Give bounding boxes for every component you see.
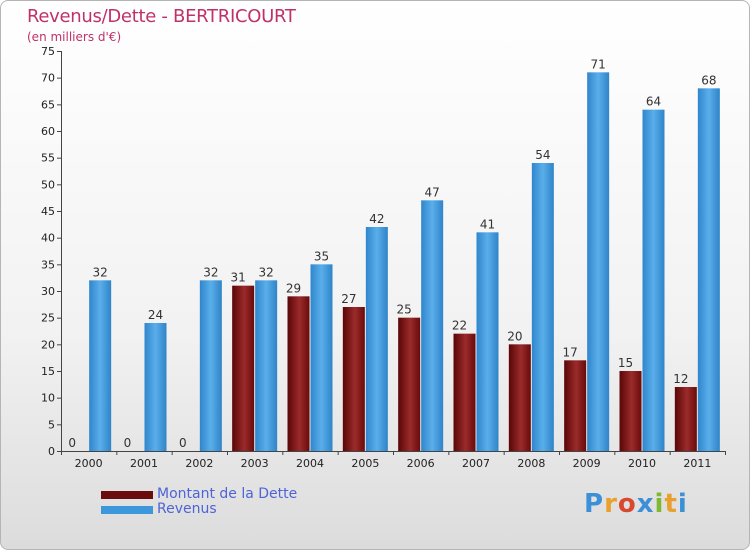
legend-item-debt: Montant de la Dette (101, 487, 297, 502)
x-tick-label: 2000 (75, 457, 103, 470)
data-label-debt: 31 (231, 271, 246, 285)
x-tick-label: 2011 (683, 457, 711, 470)
chart-subtitle: (en milliers d'€) (27, 30, 122, 44)
data-label-debt: 27 (341, 292, 356, 306)
bar-revenus (587, 72, 610, 451)
logo-letter: P (584, 489, 605, 519)
y-tick-label: 15 (41, 365, 55, 378)
logo-letter: o (617, 489, 637, 519)
y-tick-label: 10 (41, 392, 55, 405)
bar-debt (508, 344, 531, 451)
x-tick-label: 2005 (351, 457, 379, 470)
y-tick-label: 35 (41, 258, 55, 271)
legend-label-debt: Montant de la Dette (157, 486, 298, 502)
bar-revenus (199, 280, 222, 451)
data-label-debt: 25 (397, 303, 412, 317)
x-tick-label: 2001 (130, 457, 158, 470)
bar-revenus (365, 227, 388, 451)
y-tick-label: 20 (41, 338, 55, 351)
x-tick-label: 2004 (296, 457, 324, 470)
bar-debt (398, 317, 421, 451)
logo-letter: t (664, 489, 678, 519)
x-tick-label: 2010 (628, 457, 656, 470)
y-tick-label: 65 (41, 98, 55, 111)
legend-swatch-debt (101, 490, 153, 499)
legend-label-revenus: Revenus (157, 501, 217, 517)
y-tick-label: 45 (41, 205, 55, 218)
data-label-revenus: 32 (259, 265, 274, 279)
x-tick-label: 2006 (407, 457, 435, 470)
y-tick-label: 50 (41, 178, 55, 191)
data-label-debt: 29 (286, 281, 301, 295)
bar-debt (453, 333, 476, 451)
y-tick-label: 55 (41, 152, 55, 165)
data-label-debt: 0 (124, 436, 132, 450)
data-label-revenus: 68 (701, 73, 716, 87)
logo-letter: x (636, 489, 655, 519)
data-label-debt: 0 (68, 436, 76, 450)
bar-debt (287, 296, 310, 451)
data-label-debt: 17 (563, 345, 578, 359)
bars (89, 72, 720, 452)
data-label-revenus: 64 (646, 95, 661, 109)
y-tick-label: 0 (48, 445, 55, 458)
bar-revenus (89, 280, 112, 451)
proxiti-logo: Proxiti (584, 489, 688, 519)
data-label-debt: 22 (452, 319, 467, 333)
x-tick-label: 2009 (573, 457, 601, 470)
data-label-debt: 15 (618, 356, 633, 370)
bar-debt (564, 360, 587, 451)
bar-revenus (144, 323, 167, 451)
y-tick-label: 60 (41, 125, 55, 138)
y-tick-label: 70 (41, 72, 55, 85)
y-tick-label: 40 (41, 232, 55, 245)
data-label-revenus: 32 (203, 265, 218, 279)
y-tick-label: 25 (41, 312, 55, 325)
bar-revenus (697, 88, 720, 451)
legend: Montant de la Dette Revenus (101, 487, 297, 517)
chart-title: Revenus/Dette - BERTRICOURT (27, 6, 296, 27)
y-tick-label: 75 (41, 45, 55, 58)
data-label-revenus: 41 (480, 217, 495, 231)
y-tick-label: 30 (41, 285, 55, 298)
y-tick-label: 5 (48, 418, 55, 431)
logo-letter: i (677, 489, 688, 519)
data-labels: 0 32 0 24 0 32 31 32 29 35 27 42 25 47 22 41 20 54 17 71 15 6… (68, 57, 716, 450)
bar-debt (232, 285, 255, 451)
bar-revenus (421, 200, 444, 451)
logo-letter: i (654, 489, 665, 519)
bar-revenus (310, 264, 333, 451)
bar-revenus (531, 163, 554, 451)
logo-letter: r (604, 489, 618, 519)
bar-revenus (255, 280, 278, 451)
x-tick-label: 2008 (517, 457, 545, 470)
data-label-debt: 0 (179, 436, 187, 450)
bar-debt (342, 307, 365, 451)
bar-revenus (476, 232, 499, 451)
legend-item-revenus: Revenus (101, 502, 297, 517)
data-label-revenus: 71 (591, 57, 606, 71)
legend-swatch-revenus (101, 505, 153, 514)
data-label-revenus: 35 (314, 249, 329, 263)
data-label-revenus: 32 (93, 265, 108, 279)
data-label-revenus: 47 (425, 185, 440, 199)
bar-revenus (642, 109, 665, 452)
bar-debt (619, 371, 642, 451)
data-label-revenus: 24 (148, 308, 163, 322)
x-tick-label: 2003 (241, 457, 269, 470)
data-label-debt: 20 (507, 329, 522, 343)
x-tick-label: 2007 (462, 457, 490, 470)
bar-debt (674, 387, 697, 451)
x-tick-label: 2002 (185, 457, 213, 470)
data-label-debt: 12 (673, 372, 688, 386)
data-label-revenus: 54 (535, 148, 550, 162)
data-label-revenus: 42 (369, 212, 384, 226)
